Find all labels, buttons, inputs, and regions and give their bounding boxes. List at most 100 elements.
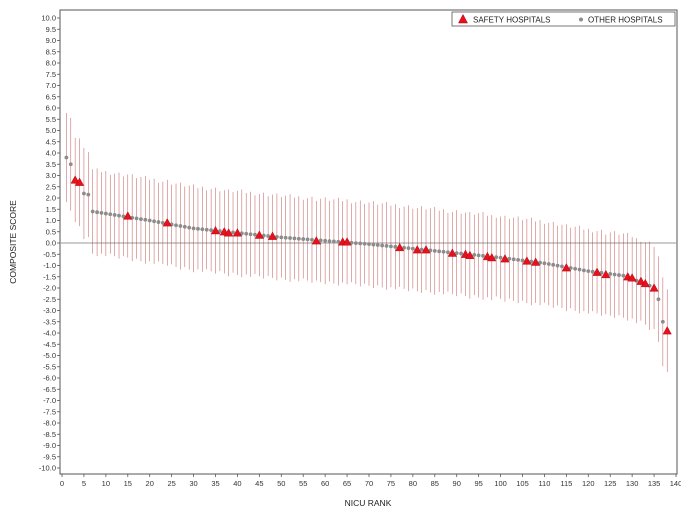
other-hospital-point: [577, 267, 582, 272]
safety-hospitals-legend-label: SAFETY HOSPITALS: [473, 16, 551, 25]
other-hospital-point: [196, 226, 200, 231]
other-hospital-point: [318, 238, 323, 243]
safety-hospital-point: [421, 245, 431, 254]
other-hospital-point: [160, 220, 165, 225]
safety-hospital-point: [601, 269, 611, 279]
x-tick-label: 35: [211, 479, 219, 488]
other-hospital-point: [472, 253, 477, 257]
other-hospital-point: [292, 236, 297, 241]
safety-hospital-point: [254, 230, 264, 239]
y-tick-label: 7.5: [46, 70, 56, 79]
x-tick-label: 5: [82, 479, 86, 488]
other-hospital-point: [266, 234, 271, 238]
safety-hospital-point: [465, 250, 475, 259]
other-hospital-point: [103, 211, 108, 216]
other-hospital-point: [384, 244, 389, 248]
other-hospital-point: [117, 213, 121, 218]
safety-hospital-point: [561, 263, 571, 272]
other-hospital-point: [406, 246, 411, 251]
other-hospital-point: [529, 259, 534, 264]
safety-hospital-point: [232, 228, 242, 237]
safety-hospital-point: [592, 267, 602, 276]
other-hospital-point: [147, 218, 152, 223]
other-hospital-point: [568, 266, 573, 270]
safety-hospital-point: [75, 177, 85, 186]
other-hospital-point: [410, 246, 415, 251]
x-axis-title: NICU RANK: [345, 498, 392, 508]
y-tick-label: -3.5: [43, 317, 56, 326]
other-hospital-point: [481, 253, 485, 258]
other-hospital-point: [380, 243, 385, 248]
other-hospital-point: [362, 241, 367, 246]
y-tick-label: 3.5: [46, 160, 56, 169]
other-hospital-point: [139, 217, 143, 222]
x-tick-label: 95: [474, 479, 482, 488]
y-tick-label: 3.0: [46, 171, 56, 180]
y-tick-label: 6.5: [46, 92, 56, 101]
safety-hospital-point: [531, 257, 541, 266]
other-hospital-point: [187, 225, 192, 230]
y-tick-label: 2.0: [46, 194, 56, 203]
x-tick-label: 70: [365, 479, 373, 488]
other-hospital-point: [283, 235, 288, 240]
safety-hospital-point: [640, 278, 650, 288]
other-hospital-point: [621, 273, 626, 278]
other-hospital-point: [402, 245, 406, 250]
y-tick-label: 5.0: [46, 126, 56, 135]
y-tick-label: 8.5: [46, 47, 56, 56]
other-hospital-point: [112, 213, 117, 217]
y-tick-label: -5.5: [43, 362, 56, 371]
x-tick-label: 75: [387, 479, 395, 488]
safety-hospital-point: [224, 228, 234, 237]
other-hospital-point: [191, 226, 196, 231]
legend-box: [451, 11, 676, 27]
y-tick-label: -7.0: [43, 396, 56, 405]
safety-hospital-point: [649, 283, 659, 292]
x-tick-label: 140: [670, 479, 681, 488]
other-hospital-point: [182, 224, 187, 229]
safety-hospital-point: [447, 248, 457, 257]
other-hospital-point: [143, 217, 148, 222]
x-tick-label: 85: [431, 479, 439, 488]
safety-hospital-point: [267, 231, 278, 240]
safety-hospital-point: [123, 211, 133, 220]
x-tick-label: 60: [321, 479, 329, 488]
other-hospital-point: [288, 236, 292, 240]
other-hospital-point: [178, 224, 183, 228]
y-tick-label: 4.5: [46, 137, 56, 146]
other-hospital-point: [99, 210, 104, 215]
y-tick-label: 9.5: [46, 25, 56, 34]
safety-hospital-point: [395, 242, 405, 252]
y-tick-label: -9.0: [43, 441, 56, 450]
other-hospital-point: [555, 263, 560, 268]
other-hospital-point: [152, 219, 157, 224]
safety-hospital-point: [342, 237, 352, 246]
other-hospital-point: [446, 250, 450, 255]
y-tick-label: 8.0: [46, 59, 56, 68]
y-tick-label: -8.5: [43, 430, 56, 439]
safety-hospitals-legend-marker: [458, 13, 468, 24]
other-hospital-point: [353, 241, 358, 246]
other-hospital-point: [454, 251, 459, 256]
legend: SAFETY HOSPITALS OTHER HOSPITALS: [451, 11, 676, 27]
safety-hospital-point: [636, 276, 646, 285]
other-hospital-point: [90, 209, 95, 214]
other-hospital-point: [327, 239, 332, 243]
other-hospital-point: [586, 269, 591, 274]
safety-hospital-point: [627, 273, 637, 282]
x-tick-label: 45: [255, 479, 263, 488]
safety-hospital-point: [662, 326, 672, 335]
other-hospital-point: [200, 227, 205, 232]
data-points: [64, 155, 672, 335]
other-hospital-point: [599, 270, 604, 275]
x-tick-label: 25: [167, 479, 175, 488]
other-hospitals-legend-label: OTHER HOSPITALS: [588, 16, 663, 25]
x-tick-label: 100: [494, 479, 507, 488]
other-hospital-point: [441, 249, 446, 254]
safety-hospital-point: [522, 256, 532, 265]
other-hospital-point: [617, 273, 621, 277]
x-tick-label: 40: [233, 479, 241, 488]
y-tick-label: 0.0: [46, 239, 56, 248]
other-hospital-point: [582, 268, 586, 273]
